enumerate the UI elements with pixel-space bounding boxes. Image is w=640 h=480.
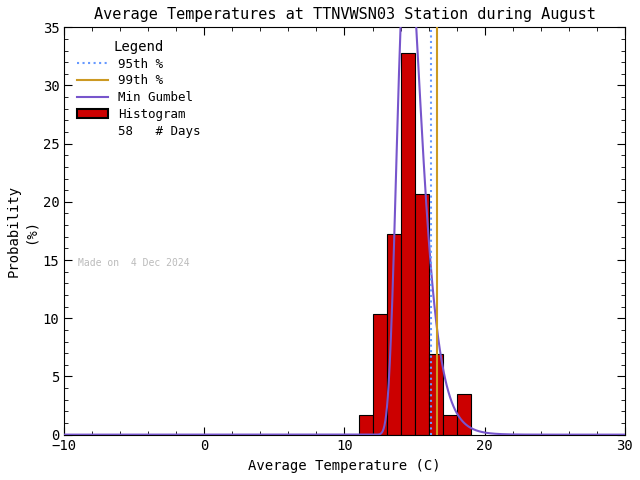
X-axis label: Average Temperature (C): Average Temperature (C) [248,459,441,473]
Bar [372,314,387,434]
Text: Made on  4 Dec 2024: Made on 4 Dec 2024 [78,258,190,267]
Y-axis label: Probability
(%): Probability (%) [7,185,37,277]
Bar [358,415,372,434]
Bar [401,53,415,434]
Bar [429,354,443,434]
Bar [443,415,456,434]
Bar [415,194,429,434]
Bar [456,395,470,434]
Title: Average Temperatures at TTNVWSN03 Station during August: Average Temperatures at TTNVWSN03 Statio… [93,7,595,22]
Legend: 95th %, 99th %, Min Gumbel, Histogram, 58   # Days: 95th %, 99th %, Min Gumbel, Histogram, 5… [70,34,207,144]
Bar [387,234,401,434]
